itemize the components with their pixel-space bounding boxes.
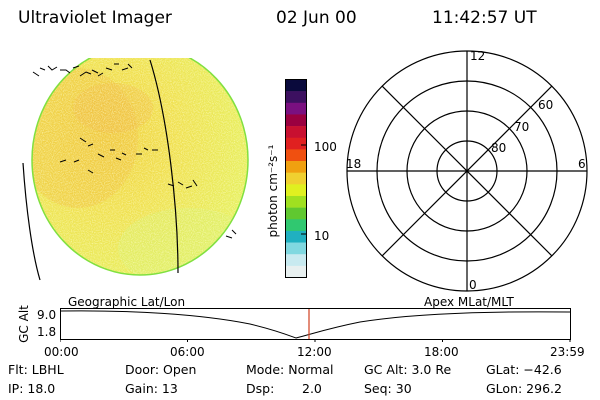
info-gc-alt: GC Alt: 3.0 Re [364, 362, 452, 377]
instrument-title: Ultraviolet Imager [18, 8, 172, 28]
timeline-left-title: Geographic Lat/Lon [68, 295, 186, 309]
polar-label-noon: 12 [470, 49, 486, 63]
uv-earth-image [22, 58, 249, 281]
info-glon: GLon: 296.2 [486, 381, 562, 396]
altitude-timeline [60, 308, 571, 342]
polar-label-lat60: 60 [538, 98, 554, 112]
colorbar-band [285, 149, 307, 162]
limb-outline [31, 58, 249, 276]
polar-label-dawn: 6 [578, 157, 586, 171]
colorbar-band [285, 184, 307, 197]
timeline-xtick: 06:00 [170, 345, 205, 359]
timeline-xtick: 23:59 [550, 345, 585, 359]
colorbar-tick-label: 100 [314, 140, 337, 154]
colorbar-band [285, 195, 307, 208]
timeline-xtick: 18:00 [424, 345, 459, 359]
colorbar-band [285, 114, 307, 127]
colorbar-band [285, 137, 307, 150]
colorbar-band [285, 265, 307, 278]
colorbar-band [285, 79, 307, 92]
timeline-ytick: 9.0 [37, 308, 57, 322]
info-door: Door: Open [125, 362, 197, 377]
colorbar-band [285, 102, 307, 115]
polar-label-midnight: 0 [469, 278, 477, 292]
info-seq: Seq: 30 [364, 381, 412, 396]
colorbar-unit-label: photon cm⁻²s⁻¹ [266, 144, 280, 238]
timeline-ytick: 1.8 [37, 325, 57, 339]
colorbar-band [285, 161, 307, 173]
colorbar-band [285, 219, 307, 232]
colorbar-band [285, 230, 307, 243]
longitude-line [22, 162, 41, 281]
colorbar-band [285, 126, 307, 139]
timeline-axis-label: GC Alt [17, 305, 31, 343]
info-filter: Flt: LBHL [8, 362, 64, 377]
observation-date: 02 Jun 00 [276, 8, 357, 28]
polar-mlt-plot [346, 50, 588, 292]
timeline-xtick: 12:00 [297, 345, 332, 359]
info-ip: IP: 18.0 [8, 381, 56, 396]
colorbar [285, 79, 307, 278]
timeline-xtick: 00:00 [44, 345, 79, 359]
polar-label-dusk: 18 [346, 157, 362, 171]
colorbar-band [285, 172, 307, 185]
colorbar-band [285, 91, 307, 104]
colorbar-band [285, 207, 307, 220]
info-dsp-value: 2.0 [302, 381, 322, 396]
colorbar-tick-label: 10 [314, 229, 330, 243]
info-glat: GLat: −42.6 [486, 362, 562, 377]
colorbar-band [285, 254, 307, 267]
meridian-diag [381, 85, 553, 257]
colorbar-band [285, 242, 307, 255]
observation-time: 11:42:57 UT [432, 8, 537, 28]
coastline-fragments [32, 63, 237, 239]
info-mode: Mode: Normal [246, 362, 334, 377]
polar-label-lat70: 70 [514, 120, 530, 134]
info-dsp-label: Dsp: [246, 381, 275, 396]
timeline-right-title: Apex MLat/MLT [424, 295, 514, 309]
polar-label-lat80: 80 [491, 141, 507, 155]
info-gain: Gain: 13 [125, 381, 178, 396]
altitude-curve [60, 310, 571, 339]
longitude-line [149, 59, 179, 274]
